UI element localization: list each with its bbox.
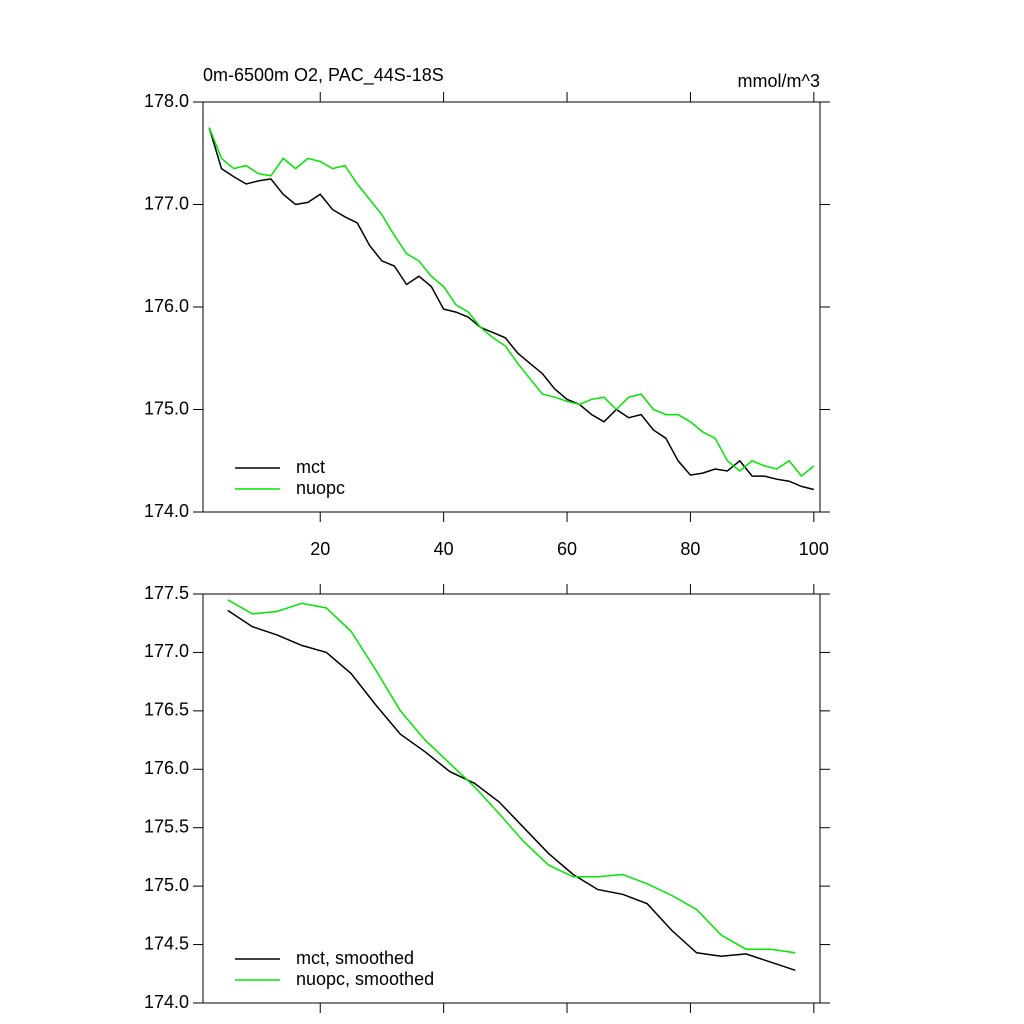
y-tick-label: 177.5 [144, 583, 189, 603]
y-tick-label: 177.0 [144, 641, 189, 661]
y-tick-label: 174.0 [144, 501, 189, 521]
data-line [227, 609, 796, 972]
units-label: mmol/m^3 [738, 71, 820, 91]
y-tick-label: 178.0 [144, 91, 189, 111]
y-tick-label: 175.0 [144, 398, 189, 418]
y-tick-label: 176.0 [144, 296, 189, 316]
x-tick-label: 100 [799, 539, 829, 559]
data-line [208, 127, 814, 491]
legend-label: mct, smoothed [296, 948, 414, 968]
data-line [208, 127, 815, 478]
plot-frame [202, 593, 821, 1004]
y-tick-label: 177.0 [144, 193, 189, 213]
y-tick-label: 174.0 [144, 992, 189, 1012]
y-tick-label: 175.5 [144, 816, 189, 836]
data-line [227, 599, 796, 954]
x-tick-label: 40 [434, 539, 454, 559]
y-tick-label: 174.5 [144, 933, 189, 953]
chart-title: 0m-6500m O2, PAC_44S-18S [203, 65, 444, 86]
legend-label: mct [296, 457, 325, 477]
plot-frame [202, 101, 821, 513]
x-tick-label: 20 [310, 539, 330, 559]
y-tick-label: 175.0 [144, 875, 189, 895]
legend-label: nuopc, smoothed [296, 969, 434, 989]
x-tick-label: 80 [680, 539, 700, 559]
y-tick-label: 176.5 [144, 700, 189, 720]
y-tick-label: 176.0 [144, 758, 189, 778]
x-tick-label: 60 [557, 539, 577, 559]
legend-label: nuopc [296, 478, 345, 498]
